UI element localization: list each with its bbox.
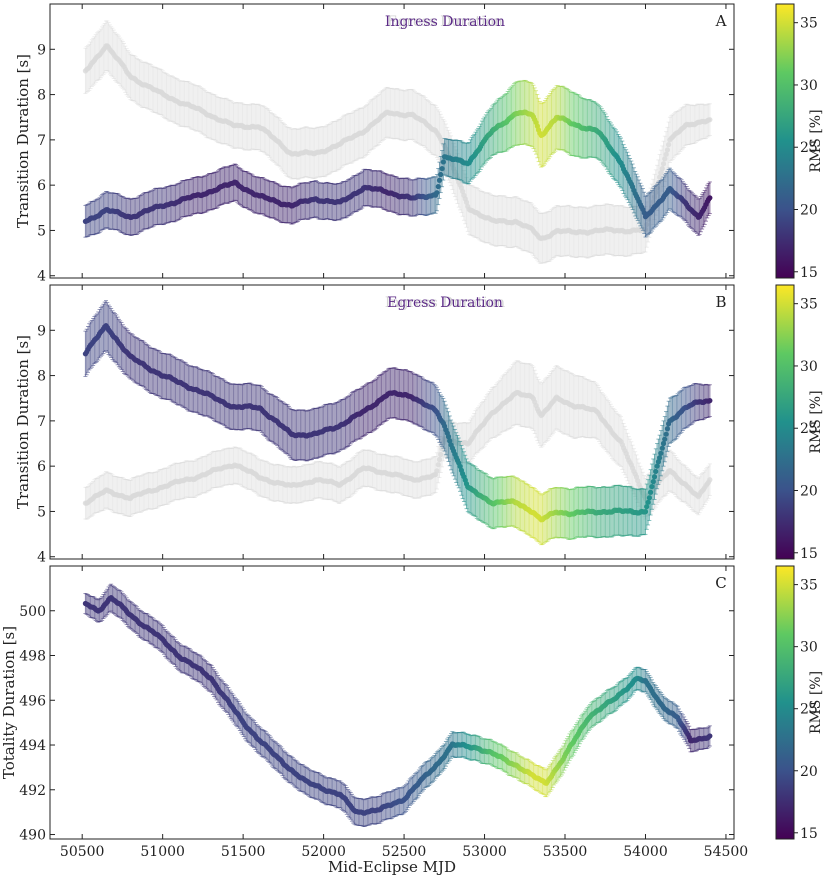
- data-point: [436, 177, 443, 183]
- data-point: [440, 159, 446, 165]
- data-point: [663, 151, 669, 157]
- legend-entry: Egress Duration: [387, 14, 503, 30]
- data-point: [666, 142, 672, 148]
- data-point: [664, 147, 670, 153]
- data-point: [434, 190, 440, 196]
- data-point: [707, 117, 713, 123]
- y-tick-label: 9: [37, 42, 46, 58]
- axes-frame: [49, 3, 735, 279]
- y-tick-label: 7: [37, 133, 46, 149]
- legend-entry: Ingress Duration: [385, 14, 505, 30]
- series-ingress-duration: [82, 79, 713, 238]
- colorbar-tick-label: 30: [800, 78, 818, 94]
- colorbar-tick-label: 35: [800, 16, 818, 32]
- panel-label: A: [715, 12, 727, 30]
- data-point: [707, 195, 713, 201]
- colorbar-label: RMS [%]: [808, 109, 824, 172]
- data-point: [662, 156, 668, 162]
- colorbar-tick-label: 20: [800, 203, 818, 219]
- colorbar-bar: [775, 3, 795, 279]
- y-tick-label: 6: [37, 178, 46, 194]
- colorbar-tick-label: 25: [800, 140, 818, 156]
- y-tick-label: 8: [37, 88, 46, 104]
- plot-area: [82, 20, 713, 264]
- colorbar-tick-label: 15: [800, 265, 818, 281]
- colorbar: 15 20 25 30 35 RMS [%]: [775, 3, 824, 281]
- y-tick-label: 5: [37, 223, 46, 239]
- data-point: [438, 171, 444, 178]
- y-tick-label: 4: [37, 269, 46, 285]
- y-axis-label: Transition Duration [s]: [14, 54, 32, 228]
- data-point: [660, 161, 667, 167]
- panel-a: 4 5 6 7 8 9 Transition Duration [s] A Egress Dur…: [14, 3, 824, 285]
- data-point: [435, 183, 441, 190]
- plot-area: [82, 300, 713, 546]
- series-ingress-duration: [82, 360, 713, 520]
- data-point: [659, 165, 665, 172]
- data-point: [439, 166, 445, 172]
